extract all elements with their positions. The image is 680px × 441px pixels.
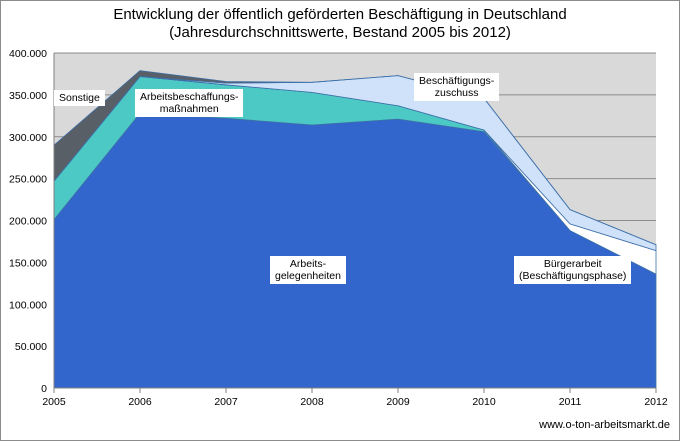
y-tick-label: 0: [41, 383, 47, 395]
annotation-abm: Arbeitsbeschaffungs- maßnahmen: [135, 89, 244, 117]
x-tick-label: 2008: [300, 396, 324, 408]
annotation-buerger-line1: Bürgerarbeit: [543, 258, 602, 270]
y-tick-label: 350.000: [9, 90, 47, 102]
annotation-bez-line1: Beschäftigungs-: [419, 75, 495, 87]
x-tick-labels: 2005 2006 2007 2008 2009 2010 2011 2012: [42, 396, 668, 408]
annotation-agh-line1: Arbeits-: [289, 258, 327, 270]
y-tick-label: 300.000: [9, 132, 47, 144]
annotation-buerger-line2: (Beschäftigungsphase): [519, 270, 627, 282]
x-tick-label: 2010: [472, 396, 496, 408]
x-tick-label: 2006: [128, 396, 152, 408]
y-tick-label: 250.000: [9, 174, 47, 186]
y-tick-label: 150.000: [9, 257, 47, 269]
x-tick-label: 2012: [644, 396, 668, 408]
y-tick-label: 50.000: [15, 341, 47, 353]
annotation-sonstige: Sonstige: [54, 90, 105, 106]
y-tick-label: 100.000: [9, 299, 47, 311]
annotation-beschaeftigungszuschuss: Beschäftigungs- zuschuss: [414, 73, 500, 101]
x-tick-label: 2005: [42, 396, 66, 408]
axes: [53, 53, 657, 393]
y-tick-labels: 0 50.000 100.000 150.000 200.000 250.000 300.0…: [9, 48, 47, 395]
annotation-agh-line2: gelegenheiten: [275, 270, 341, 282]
x-tick-label: 2011: [559, 396, 582, 408]
y-tick-label: 200.000: [9, 216, 47, 228]
x-tick-label: 2009: [386, 396, 410, 408]
area-series-sonstige: [53, 70, 657, 246]
annotation-buergerarbeit: Bürgerarbeit (Beschäftigungsphase): [514, 256, 632, 284]
annotation-sonstige-text: Sonstige: [59, 92, 100, 104]
annotation-bez-line2: zuschuss: [434, 87, 479, 99]
chart-title-block: Entwicklung der öffentlich geförderten B…: [0, 6, 680, 42]
x-tick-label: 2007: [214, 396, 238, 408]
chart-subtitle: (Jahresdurchschnittswerte, Bestand 2005 …: [169, 24, 511, 41]
y-tick-label: 400.000: [9, 48, 47, 60]
source-label: www.o-ton-arbeitsmarkt.de: [539, 419, 670, 431]
annotation-abm-line1: Arbeitsbeschaffungs-: [140, 91, 239, 103]
chart-title: Entwicklung der öffentlich geförderten B…: [113, 6, 567, 23]
annotation-abm-line2: maßnahmen: [159, 103, 219, 115]
annotation-arbeitsgelegenheiten: Arbeits- gelegenheiten: [270, 256, 346, 284]
